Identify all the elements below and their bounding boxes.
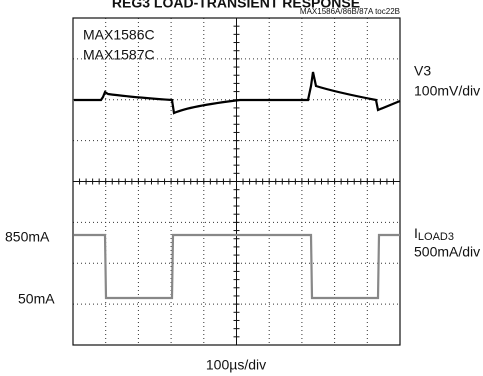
timebase: 100µs/div	[206, 357, 266, 373]
part-label: MAX1587C	[83, 47, 155, 63]
level-label: 850mA	[5, 229, 50, 245]
figure-tag: MAX1586A/86B/87A toc22B	[300, 7, 400, 16]
frame	[72, 17, 401, 346]
title: REG3 LOAD-TRANSIENT RESPONSE	[112, 0, 360, 11]
channel2-name: ILOAD3	[414, 225, 454, 243]
level-label: 50mA	[18, 291, 55, 307]
channel1-scale: 100mV/div	[414, 83, 480, 99]
channel2-main: I	[414, 225, 418, 241]
channel2-sub: LOAD3	[418, 231, 454, 243]
channel1-name: V3	[414, 63, 431, 79]
i-load3-trace	[74, 233, 400, 300]
v3-trace	[74, 71, 401, 115]
channel2-scale: 500mA/div	[414, 244, 480, 260]
part-label: MAX1586C	[83, 27, 155, 43]
graticule	[72, 17, 401, 346]
